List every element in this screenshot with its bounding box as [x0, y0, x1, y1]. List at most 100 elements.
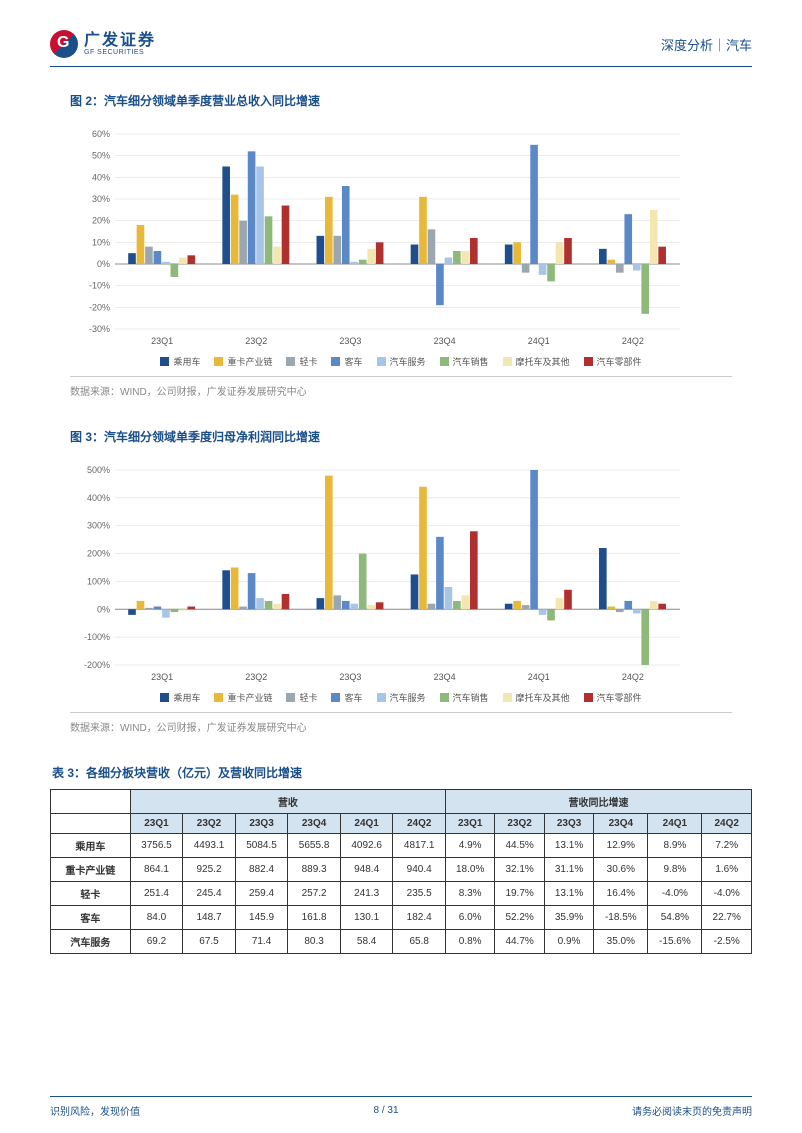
table-cell: 245.4 — [183, 882, 236, 906]
legend-item: 汽车零部件 — [584, 355, 642, 368]
table-cell: 35.0% — [594, 930, 648, 954]
legend-label: 汽车服务 — [390, 355, 426, 368]
legend-label: 汽车服务 — [390, 691, 426, 704]
legend-item: 汽车零部件 — [584, 691, 642, 704]
footer-right: 请务必阅读末页的免责声明 — [632, 1103, 752, 1118]
table-cell: 864.1 — [130, 858, 183, 882]
legend-item: 客车 — [331, 691, 362, 704]
table-cell: 0.9% — [544, 930, 593, 954]
table-row-head: 客车 — [51, 906, 131, 930]
table-cell: -4.0% — [648, 882, 702, 906]
table-3: 营收营收同比增速23Q123Q223Q323Q424Q124Q223Q123Q2… — [50, 789, 752, 954]
svg-text:24Q2: 24Q2 — [622, 336, 644, 346]
legend-label: 汽车销售 — [453, 355, 489, 368]
table-row: 汽车服务69.267.571.480.358.465.80.8%44.7%0.9… — [51, 930, 752, 954]
logo-icon — [50, 30, 78, 58]
legend-item: 汽车服务 — [377, 355, 426, 368]
logo: 广发证券 GF SECURITIES — [50, 30, 156, 58]
table-cell: 30.6% — [594, 858, 648, 882]
table-col-header: 23Q4 — [288, 814, 341, 834]
table-cell: 67.5 — [183, 930, 236, 954]
legend-swatch — [584, 693, 593, 702]
table-cell: 235.5 — [393, 882, 446, 906]
table-cell: 44.7% — [495, 930, 544, 954]
table-col-header: 24Q2 — [393, 814, 446, 834]
svg-text:23Q2: 23Q2 — [245, 672, 267, 682]
table-cell: 22.7% — [702, 906, 752, 930]
legend-item: 重卡产业链 — [214, 355, 272, 368]
svg-text:300%: 300% — [87, 521, 110, 531]
table-cell: 130.1 — [340, 906, 393, 930]
table-cell: 65.8 — [393, 930, 446, 954]
chart-2-section: 图 2：汽车细分领域单季度营业总收入同比增速 -30%-20%-10%0%10%… — [50, 92, 752, 398]
chart-3-title: 图 3：汽车细分领域单季度归母净利润同比增速 — [70, 428, 732, 445]
table-col-header: 23Q2 — [495, 814, 544, 834]
table-cell: 8.3% — [445, 882, 494, 906]
table-col-header: 23Q1 — [445, 814, 494, 834]
legend-swatch — [503, 693, 512, 702]
table-cell: 12.9% — [594, 834, 648, 858]
svg-text:23Q1: 23Q1 — [151, 672, 173, 682]
svg-text:100%: 100% — [87, 576, 110, 586]
table-row-head: 汽车服务 — [51, 930, 131, 954]
legend-item: 客车 — [331, 355, 362, 368]
table-cell: 18.0% — [445, 858, 494, 882]
table-cell: 31.1% — [544, 858, 593, 882]
page-number: 8 / 31 — [373, 1105, 398, 1116]
table-cell: 251.4 — [130, 882, 183, 906]
table-cell: 241.3 — [340, 882, 393, 906]
page-footer: 识别风险，发现价值 8 / 31 请务必阅读末页的免责声明 — [50, 1096, 752, 1118]
table-cell: 1.6% — [702, 858, 752, 882]
chart-3: -200%-100%0%100%200%300%400%500%23Q123Q2… — [70, 465, 690, 685]
legend-item: 轻卡 — [286, 355, 317, 368]
table-cell: 145.9 — [235, 906, 288, 930]
legend-label: 轻卡 — [299, 691, 317, 704]
svg-text:-200%: -200% — [84, 660, 110, 670]
table-row: 轻卡251.4245.4259.4257.2241.3235.58.3%19.7… — [51, 882, 752, 906]
table-cell: 9.8% — [648, 858, 702, 882]
svg-text:23Q4: 23Q4 — [434, 672, 456, 682]
table-cell: 882.4 — [235, 858, 288, 882]
legend-swatch — [377, 693, 386, 702]
legend-item: 摩托车及其他 — [503, 355, 570, 368]
table-cell: 3756.5 — [130, 834, 183, 858]
legend-label: 客车 — [344, 355, 362, 368]
table-cell: 257.2 — [288, 882, 341, 906]
table-col-header: 23Q1 — [130, 814, 183, 834]
table-cell: 889.3 — [288, 858, 341, 882]
table-cell: 35.9% — [544, 906, 593, 930]
table-col-header: 24Q2 — [702, 814, 752, 834]
svg-text:500%: 500% — [87, 465, 110, 475]
logo-en: GF SECURITIES — [84, 49, 156, 56]
table-corner — [51, 790, 131, 814]
legend-swatch — [440, 357, 449, 366]
legend-swatch — [440, 693, 449, 702]
table-cell: 80.3 — [288, 930, 341, 954]
chart-2-title: 图 2：汽车细分领域单季度营业总收入同比增速 — [70, 92, 732, 109]
table-cell: -2.5% — [702, 930, 752, 954]
table-cell: 182.4 — [393, 906, 446, 930]
svg-text:30%: 30% — [92, 194, 110, 204]
svg-text:-100%: -100% — [84, 632, 110, 642]
table-cell: 161.8 — [288, 906, 341, 930]
chart-2-source: 数据来源：WIND，公司财报，广发证券发展研究中心 — [70, 376, 732, 398]
svg-text:23Q2: 23Q2 — [245, 336, 267, 346]
svg-text:60%: 60% — [92, 129, 110, 139]
legend-item: 乘用车 — [160, 691, 200, 704]
legend-label: 轻卡 — [299, 355, 317, 368]
legend-label: 客车 — [344, 691, 362, 704]
table-cell: 259.4 — [235, 882, 288, 906]
svg-text:-20%: -20% — [89, 302, 110, 312]
table-group-header: 营收同比增速 — [445, 790, 751, 814]
chart-3-section: 图 3：汽车细分领域单季度归母净利润同比增速 -200%-100%0%100%2… — [50, 428, 752, 734]
table-3-section: 表 3：各细分板块营收（亿元）及营收同比增速 营收营收同比增速23Q123Q22… — [50, 764, 752, 954]
table-cell: 13.1% — [544, 834, 593, 858]
table-cell: 16.4% — [594, 882, 648, 906]
svg-text:200%: 200% — [87, 549, 110, 559]
table-col-header: 24Q1 — [340, 814, 393, 834]
chart-2: -30%-20%-10%0%10%20%30%40%50%60%23Q123Q2… — [70, 129, 690, 349]
legend-swatch — [160, 357, 169, 366]
table-cell: 6.0% — [445, 906, 494, 930]
svg-text:-10%: -10% — [89, 281, 110, 291]
svg-text:23Q3: 23Q3 — [339, 336, 361, 346]
